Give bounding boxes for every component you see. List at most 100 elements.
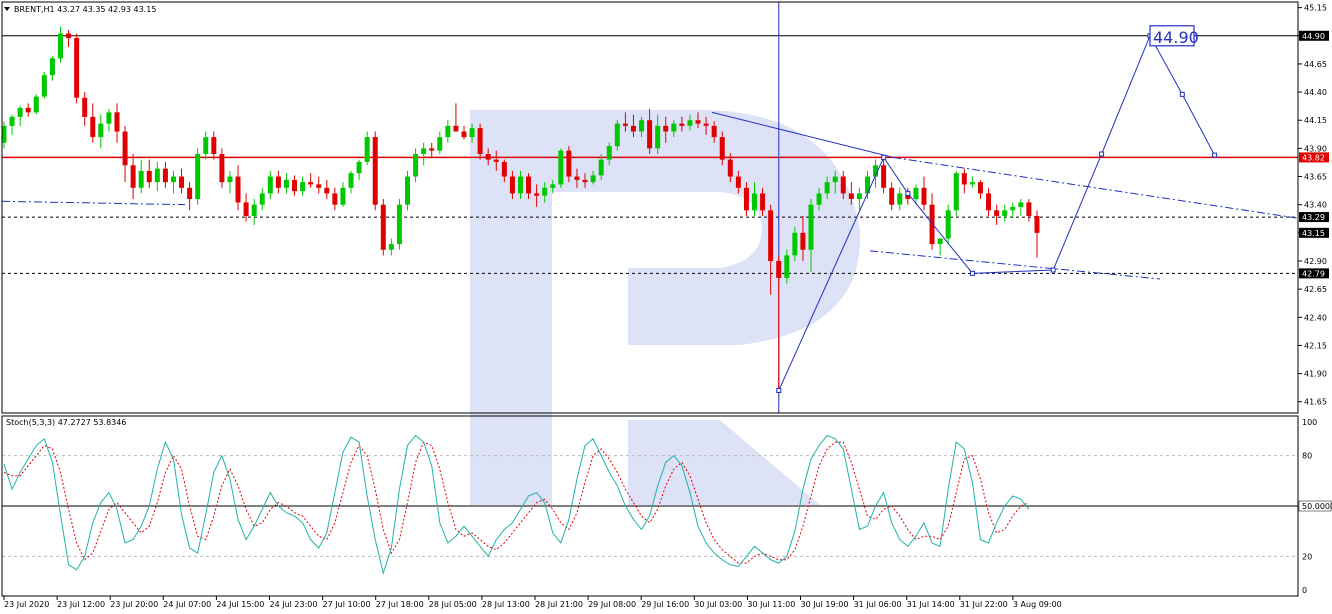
time-tick-label: 27 Jul 10:00 [323, 600, 371, 609]
candle-body [485, 154, 491, 160]
price-tick-label: 43.90 [1304, 144, 1327, 153]
forecast-point [776, 387, 782, 393]
candle-body [816, 193, 822, 205]
trend-line [892, 156, 1299, 219]
candle-body [98, 123, 104, 138]
candle-body [300, 182, 306, 192]
candle-body [453, 125, 459, 132]
candle-body [17, 107, 23, 117]
time-tick-label: 24 Jul 07:00 [163, 600, 211, 609]
candle-body [824, 182, 830, 194]
price-tick-label: 42.15 [1304, 341, 1327, 350]
price-tag [1299, 268, 1329, 279]
stoch-level-label: 20 [1302, 552, 1312, 561]
candle-body [542, 187, 548, 196]
candle-body [679, 123, 685, 126]
candle-body [211, 137, 217, 155]
time-tick-label: 24 Jul 15:00 [216, 600, 264, 609]
candle-body [590, 175, 596, 183]
price-tick-label: 44.65 [1304, 60, 1327, 69]
candle-body [364, 137, 370, 162]
candle-body [227, 176, 233, 183]
candle-body [606, 146, 612, 160]
time-tick-label: 31 Jul 22:00 [960, 600, 1008, 609]
candle-body [509, 176, 515, 194]
time-tick-label: 30 Jul 11:00 [747, 600, 795, 609]
candle-body [316, 184, 322, 188]
candle-body [348, 173, 354, 188]
candle-body [986, 193, 992, 211]
candle-body [195, 154, 201, 200]
price-pane: 44.90 [1, 2, 1299, 413]
candle-body [630, 125, 636, 132]
time-tick-label: 31 Jul 06:00 [854, 600, 902, 609]
candle-body [1018, 202, 1024, 207]
candle-body [889, 187, 895, 205]
forecast-label-box [1149, 25, 1195, 47]
candle-body [292, 179, 298, 192]
stoch-level-label: 0 [1302, 586, 1307, 595]
candle-body [90, 116, 96, 138]
candle-body [977, 182, 983, 194]
candle-body [566, 150, 572, 177]
candle-body [784, 255, 790, 278]
candle-body [961, 173, 967, 185]
candle-body [445, 125, 451, 138]
candle-body [558, 150, 564, 185]
candle-body [873, 165, 879, 177]
candle-body [162, 168, 168, 183]
candle-body [695, 120, 701, 124]
time-tick-label: 3 Aug 09:00 [1013, 600, 1062, 609]
price-tick-label: 44.15 [1304, 116, 1327, 125]
candle-body [1, 125, 7, 143]
candle-body [267, 176, 273, 194]
stoch-tag [1298, 500, 1332, 512]
forecast-point [1099, 151, 1105, 157]
candle-body [864, 176, 870, 194]
candle-body [179, 176, 185, 188]
candle-body [897, 193, 903, 205]
candle-body [501, 161, 507, 177]
price-tick-label: 45.15 [1304, 4, 1327, 13]
candle-body [154, 168, 160, 183]
time-tick-label: 23 Jul 20:00 [110, 600, 158, 609]
stoch-d-line [3, 441, 1030, 564]
candle-body [735, 176, 741, 188]
time-tick-label: 31 Jul 14:00 [907, 600, 955, 609]
candle-body [743, 187, 749, 211]
candle-body [41, 75, 47, 97]
price-tick-label: 41.90 [1304, 370, 1327, 379]
candle-body [114, 112, 120, 132]
candle-body [800, 232, 806, 250]
stochastic-pane [2, 434, 1298, 576]
forecast-point [905, 190, 911, 196]
candle-body [1002, 210, 1008, 216]
price-tag [1299, 212, 1329, 223]
time-tick-label: 28 Jul 13:00 [482, 600, 530, 609]
price-tick-label: 41.65 [1304, 398, 1327, 407]
forecast-point [1212, 152, 1218, 158]
candle-body [396, 204, 402, 245]
price-tick-label: 43.65 [1304, 173, 1327, 182]
candle-body [235, 176, 241, 203]
price-tag-label: 43.29 [1302, 213, 1325, 222]
candle-body [130, 165, 136, 188]
candle-body [187, 187, 193, 200]
collapse-arrow-icon[interactable] [4, 7, 10, 11]
candle-body [33, 96, 39, 113]
candle-body [49, 58, 55, 76]
candle-body [937, 238, 943, 245]
watermark-logo [470, 110, 861, 505]
time-tick-label: 27 Jul 18:00 [376, 600, 424, 609]
candle-body [703, 123, 709, 126]
stochastic-frame [1, 415, 1299, 597]
candle-body [582, 179, 588, 183]
stoch-level-label: 50.0000 [1302, 502, 1332, 511]
time-tick-label: 29 Jul 08:00 [588, 600, 636, 609]
candle-body [727, 159, 733, 177]
candle-body [711, 125, 717, 138]
candle-body [719, 137, 725, 160]
stoch-k-line [3, 434, 1030, 576]
stochastic-label: Stoch(5,3,3) 47.2727 53.8346 [6, 418, 126, 427]
price-frame [1, 1, 1299, 414]
